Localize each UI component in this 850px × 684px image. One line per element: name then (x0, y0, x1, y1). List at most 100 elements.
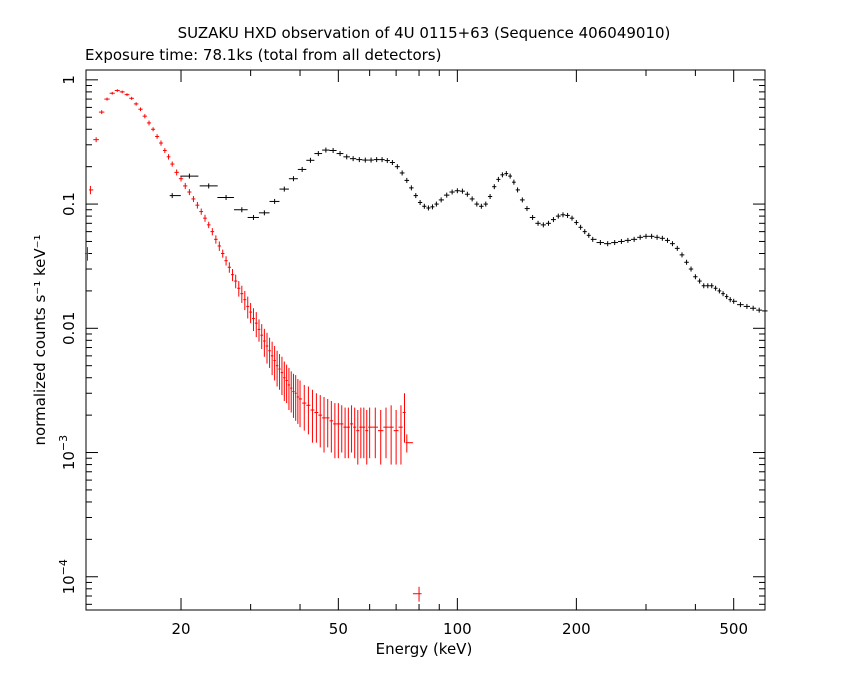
data-point (679, 252, 685, 258)
data-point (124, 93, 130, 97)
data-point (322, 147, 330, 153)
data-point (569, 215, 575, 221)
data-point (417, 199, 423, 205)
data-point (721, 291, 725, 297)
data-point (265, 332, 269, 364)
data-point (504, 171, 509, 177)
data-point (273, 346, 276, 381)
data-point (199, 208, 204, 215)
data-point (98, 110, 105, 115)
data-point (394, 164, 400, 170)
data-point (170, 161, 175, 167)
data-point (206, 221, 211, 229)
data-point (717, 288, 722, 294)
data-point (574, 220, 579, 226)
data-point (178, 176, 184, 182)
data-point (88, 185, 94, 195)
data-point (508, 173, 513, 179)
data-point (737, 302, 744, 308)
data-point (550, 217, 556, 223)
data-point (454, 188, 460, 194)
data-point (119, 90, 125, 94)
data-point (430, 204, 435, 210)
x-tick-label: 20 (171, 620, 190, 638)
data-point (290, 371, 293, 413)
data-point (169, 193, 181, 199)
plot-frame (85, 69, 766, 611)
data-point (515, 187, 520, 193)
data-point (402, 393, 406, 443)
data-point (133, 102, 139, 106)
data-point (362, 407, 366, 459)
data-point (654, 234, 660, 240)
data-point (224, 256, 228, 266)
data-point (705, 283, 710, 289)
data-point (756, 307, 763, 313)
y-tick-base: 10 (60, 451, 78, 470)
data-point (296, 379, 299, 424)
data-point (322, 396, 326, 453)
y-tick-exponent: −3 (57, 435, 70, 451)
data-point (146, 120, 152, 126)
data-point (270, 341, 274, 376)
data-point (249, 302, 253, 324)
y-axis-label: normalized counts s⁻¹ keV⁻¹ (31, 234, 49, 445)
data-point (263, 328, 266, 357)
data-point (701, 283, 706, 289)
data-point (709, 283, 714, 289)
data-point (210, 228, 215, 236)
data-point (268, 337, 271, 368)
data-point (731, 298, 738, 304)
data-point (648, 233, 655, 239)
data-point (104, 97, 110, 101)
data-point (373, 157, 380, 163)
data-point (336, 403, 341, 459)
data-point (383, 407, 389, 459)
data-point (252, 308, 255, 332)
data-point (275, 350, 279, 387)
data-point (214, 235, 218, 244)
data-point (217, 241, 222, 251)
data-point (258, 210, 270, 216)
data-point (664, 237, 670, 243)
x-axis-label: Energy (keV) (376, 640, 473, 658)
data-point (151, 127, 156, 132)
data-point (278, 354, 281, 390)
data-point (234, 274, 238, 289)
series-0 (84, 89, 422, 602)
data-point (343, 407, 347, 459)
data-point (459, 188, 465, 194)
data-point (283, 361, 286, 401)
data-point (693, 274, 698, 280)
data-point (318, 395, 323, 448)
data-point (174, 169, 179, 176)
data-point (464, 191, 470, 197)
data-point (257, 319, 261, 342)
data-point (624, 237, 632, 243)
data-point (279, 186, 289, 192)
data-point (333, 403, 337, 459)
ticks-layer (86, 70, 766, 610)
y-tick-label: 1 (60, 75, 78, 85)
data-point (524, 206, 530, 212)
data-point (519, 197, 525, 203)
data-point (669, 241, 675, 247)
data-point (280, 356, 284, 396)
data-point (362, 157, 369, 163)
data-point (443, 192, 450, 198)
data-point (310, 389, 315, 443)
data-point (368, 407, 373, 459)
data-point (325, 398, 330, 448)
y-tick-label: 0.01 (60, 312, 78, 345)
data-point (560, 212, 566, 218)
data-point (314, 393, 319, 443)
data-point (728, 297, 732, 303)
data-point (743, 303, 751, 309)
data-point (237, 281, 241, 297)
data-point (422, 203, 427, 209)
y-tick-label: 10−4 (57, 559, 78, 594)
data-point (438, 197, 444, 203)
data-point (398, 405, 403, 465)
data-point (162, 148, 167, 153)
